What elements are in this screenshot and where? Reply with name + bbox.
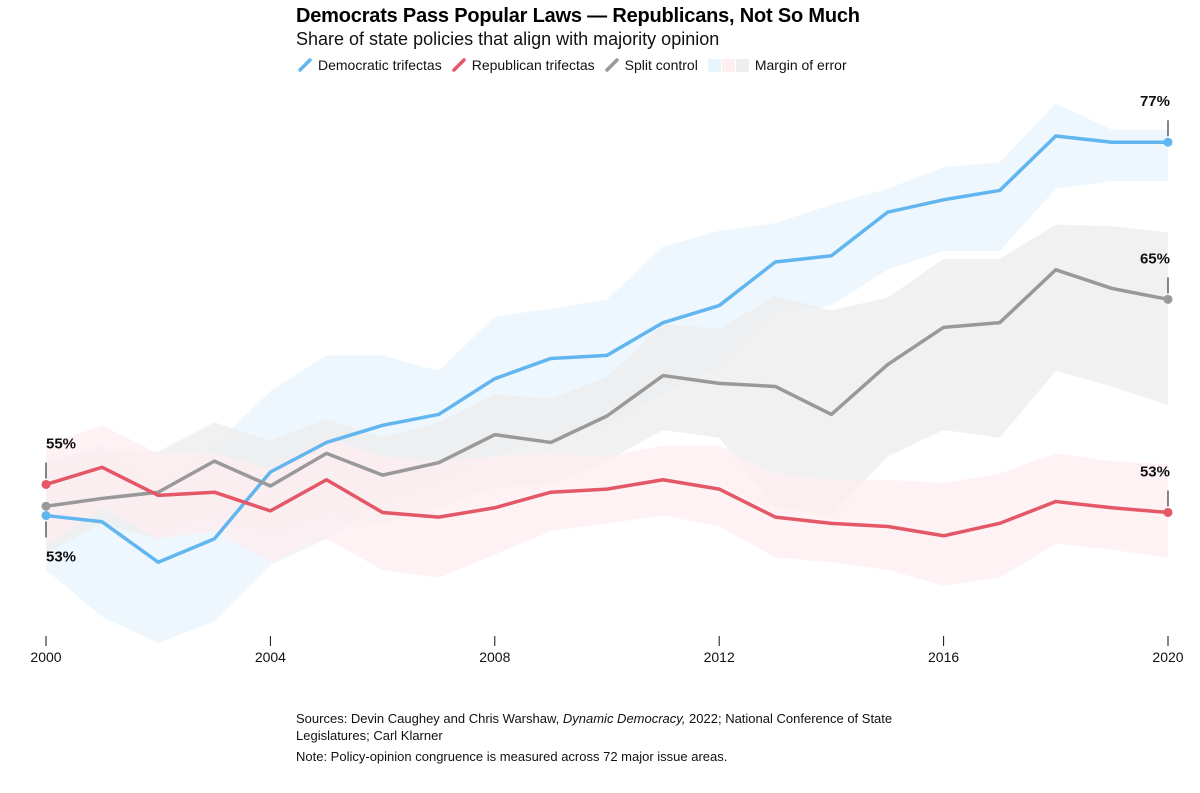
end-label-democratic-trifectas-start: 53% [46, 549, 76, 566]
end-label-democratic-trifectas-end: 77% [1140, 93, 1170, 110]
line-chart: 2000 2004 2008 2012 2016 2020 55% 53% 77% 65% 53% [30, 93, 1184, 665]
x-tick-label-2008: 2008 [479, 649, 510, 665]
chart-subtitle: Share of state policies that align with … [296, 29, 720, 49]
line-republican-trifectas [44, 465, 1170, 538]
sources-prefix: Sources: Devin Caughey and Chris Warshaw… [296, 711, 563, 726]
legend-swatch-margin-red [721, 58, 735, 72]
legend-label-democratic: Democratic trifectas [318, 57, 442, 73]
point-democratic-trifectas-2020 [1163, 137, 1173, 147]
point-republican-trifectas-2020 [1163, 507, 1173, 517]
sources-suffix: 2022; National Conference of State Legis… [296, 711, 893, 743]
legend-swatch-democratic [298, 58, 312, 72]
legend-swatch-margin-gray [735, 58, 749, 72]
chart-legend: Democratic trifectas Republican trifecta… [298, 57, 857, 73]
sources-italic: Dynamic Democracy, [562, 711, 686, 726]
legend-label-split: Split control [624, 57, 698, 73]
point-democratic-trifectas-2000 [41, 511, 51, 521]
legend-item-margin: Margin of error [707, 57, 847, 73]
point-split-control-2020 [1163, 294, 1173, 304]
end-label-republican-trifectas-end: 53% [1140, 463, 1170, 480]
series-democratic-trifectas [41, 134, 1173, 564]
chart-title: Democrats Pass Popular Laws — Republican… [296, 5, 860, 27]
end-labels: 55% 53% 77% 65% 53% [45, 93, 1170, 566]
band-republican-trifectas [46, 425, 1168, 586]
end-label-republican-trifectas-start: 55% [46, 435, 76, 452]
x-axis: 2000 2004 2008 2012 2016 2020 [30, 636, 1184, 665]
legend-swatch-margin-blue [707, 58, 721, 72]
note-text: Note: Policy-opinion congruence is measu… [296, 749, 728, 764]
series-republican-trifectas [41, 465, 1173, 538]
line-democratic-trifectas [44, 134, 1170, 564]
point-republican-trifectas-2000 [41, 479, 51, 489]
sources-text: Sources: Devin Caughey and Chris Warshaw… [296, 710, 936, 744]
x-tick-label-2020: 2020 [1152, 649, 1183, 665]
line-split-control [44, 268, 1170, 508]
x-tick-label-2004: 2004 [255, 649, 286, 665]
x-tick-label-2016: 2016 [928, 649, 959, 665]
legend-item-republican: Republican trifectas [451, 57, 595, 73]
series-lines [41, 134, 1173, 564]
point-split-control-2000 [41, 501, 51, 511]
x-tick-label-2012: 2012 [704, 649, 735, 665]
legend-swatch-split [604, 58, 619, 72]
legend-item-split: Split control [604, 57, 698, 73]
legend-item-democratic: Democratic trifectas [298, 57, 442, 73]
x-tick-label-2000: 2000 [30, 649, 61, 665]
chart-footer: Sources: Devin Caughey and Chris Warshaw… [296, 710, 936, 765]
end-label-split-control-end: 65% [1140, 250, 1170, 267]
margin-of-error-bands [46, 103, 1168, 644]
chart-header: Democrats Pass Popular Laws — Republican… [296, 4, 1176, 51]
legend-label-republican: Republican trifectas [471, 57, 595, 73]
legend-label-margin: Margin of error [754, 57, 847, 73]
legend-swatch-republican [451, 58, 466, 72]
series-split-control [41, 268, 1173, 511]
